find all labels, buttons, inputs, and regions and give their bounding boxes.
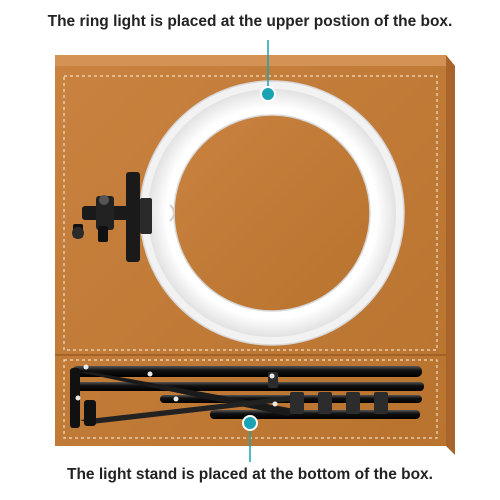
bottom-caption: The light stand is placed at the bottom …	[67, 466, 433, 483]
ring-notch	[169, 204, 175, 222]
ring-light-inner-hole	[173, 114, 371, 312]
callout-bottom	[242, 415, 258, 462]
callout-bottom-dot	[242, 415, 258, 431]
ring-mount-bracket	[72, 172, 152, 262]
callout-top	[260, 40, 276, 102]
mount-knob	[72, 227, 84, 239]
top-caption: The ring light is placed at the upper po…	[47, 13, 453, 30]
callout-top-dot	[260, 86, 276, 102]
ring-light	[139, 80, 405, 346]
light-stand	[70, 364, 424, 428]
box-top-edge	[55, 55, 455, 66]
stitch-border-upper	[63, 75, 438, 351]
box-side-face	[446, 55, 455, 455]
